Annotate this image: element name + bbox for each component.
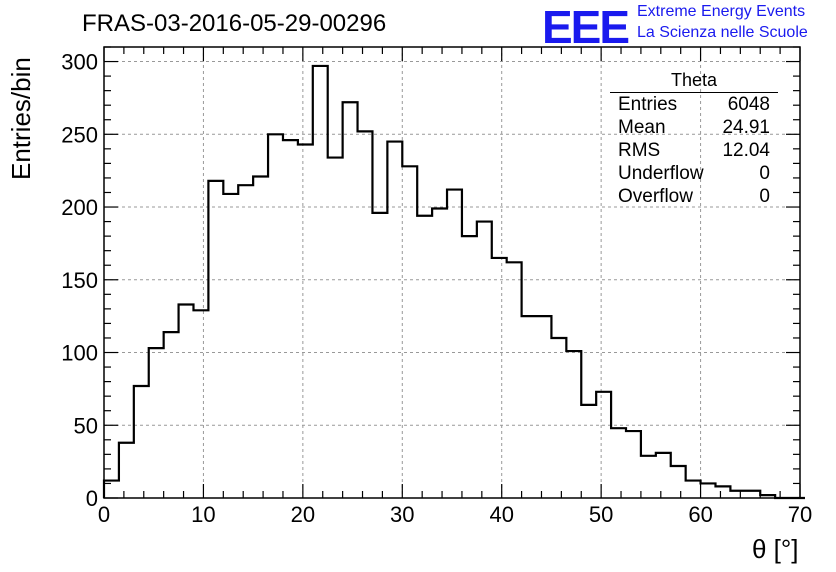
stats-box: Theta Entries 6048 Mean 24.91 RMS 12.04 Und… <box>610 70 778 208</box>
stats-label: Underflow <box>618 163 704 184</box>
stats-row: RMS 12.04 <box>610 139 778 162</box>
x-tick-label: 60 <box>688 502 712 527</box>
y-axis-label: Entries/bin <box>6 57 36 180</box>
stats-value: 6048 <box>727 94 770 115</box>
stats-row: Entries 6048 <box>610 93 778 116</box>
stats-value: 12.04 <box>722 140 770 161</box>
x-tick-label: 20 <box>291 502 315 527</box>
x-tick-label: 0 <box>98 502 110 527</box>
logo-line-2: La Scienza nelle Scuole <box>637 24 808 41</box>
logo-line-1: Extreme Energy Events <box>637 3 806 20</box>
plot-frame <box>103 46 801 499</box>
stats-value: 24.91 <box>722 117 770 138</box>
stats-value: 0 <box>759 163 770 184</box>
histogram-series <box>102 64 805 500</box>
y-tick-label: 50 <box>74 413 98 438</box>
grid-lines <box>104 47 800 498</box>
stats-label: Entries <box>618 94 678 115</box>
stats-row: Mean 24.91 <box>610 116 778 139</box>
stats-label: Overflow <box>618 186 693 207</box>
chart-title: FRAS-03-2016-05-29-00296 <box>82 10 387 37</box>
y-tick-label: 150 <box>61 268 98 293</box>
y-tick-label: 250 <box>61 122 98 147</box>
stats-label: Mean <box>618 117 666 138</box>
y-tick-label: 300 <box>61 50 98 75</box>
x-tick-label: 50 <box>589 502 613 527</box>
stats-row: Overflow 0 <box>610 185 778 208</box>
x-axis-label: θ [°] <box>752 534 799 564</box>
x-tick-label: 70 <box>788 502 812 527</box>
y-tick-label: 200 <box>61 195 98 220</box>
stats-title: Theta <box>610 70 778 93</box>
x-tick-label: 40 <box>489 502 513 527</box>
stats-value: 0 <box>759 186 770 207</box>
axis-tick-labels: 0 10 20 30 40 50 60 70 0 50 100 150 200 250 300 <box>61 50 812 527</box>
stats-row: Underflow 0 <box>610 162 778 185</box>
eee-logo: EEE <box>542 1 630 53</box>
stats-label: RMS <box>618 140 661 161</box>
y-tick-label: 100 <box>61 341 98 366</box>
x-tick-label: 30 <box>390 502 414 527</box>
x-tick-label: 10 <box>191 502 215 527</box>
y-tick-label: 0 <box>86 486 98 511</box>
axis-ticks <box>103 46 801 499</box>
